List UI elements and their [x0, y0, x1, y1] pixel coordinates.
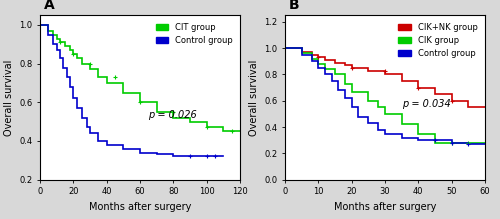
Y-axis label: Overall survival: Overall survival — [248, 59, 258, 136]
Text: B: B — [289, 0, 300, 12]
Text: p = 0.026: p = 0.026 — [148, 110, 197, 120]
Text: p = 0.034: p = 0.034 — [402, 99, 450, 109]
Legend: CIT group, Control group: CIT group, Control group — [152, 19, 236, 48]
Legend: CIK+NK group, CIK group, Control group: CIK+NK group, CIK group, Control group — [395, 19, 481, 62]
X-axis label: Months after surgery: Months after surgery — [334, 202, 436, 212]
Text: A: A — [44, 0, 55, 12]
Y-axis label: Overall survival: Overall survival — [4, 59, 14, 136]
X-axis label: Months after surgery: Months after surgery — [89, 202, 191, 212]
